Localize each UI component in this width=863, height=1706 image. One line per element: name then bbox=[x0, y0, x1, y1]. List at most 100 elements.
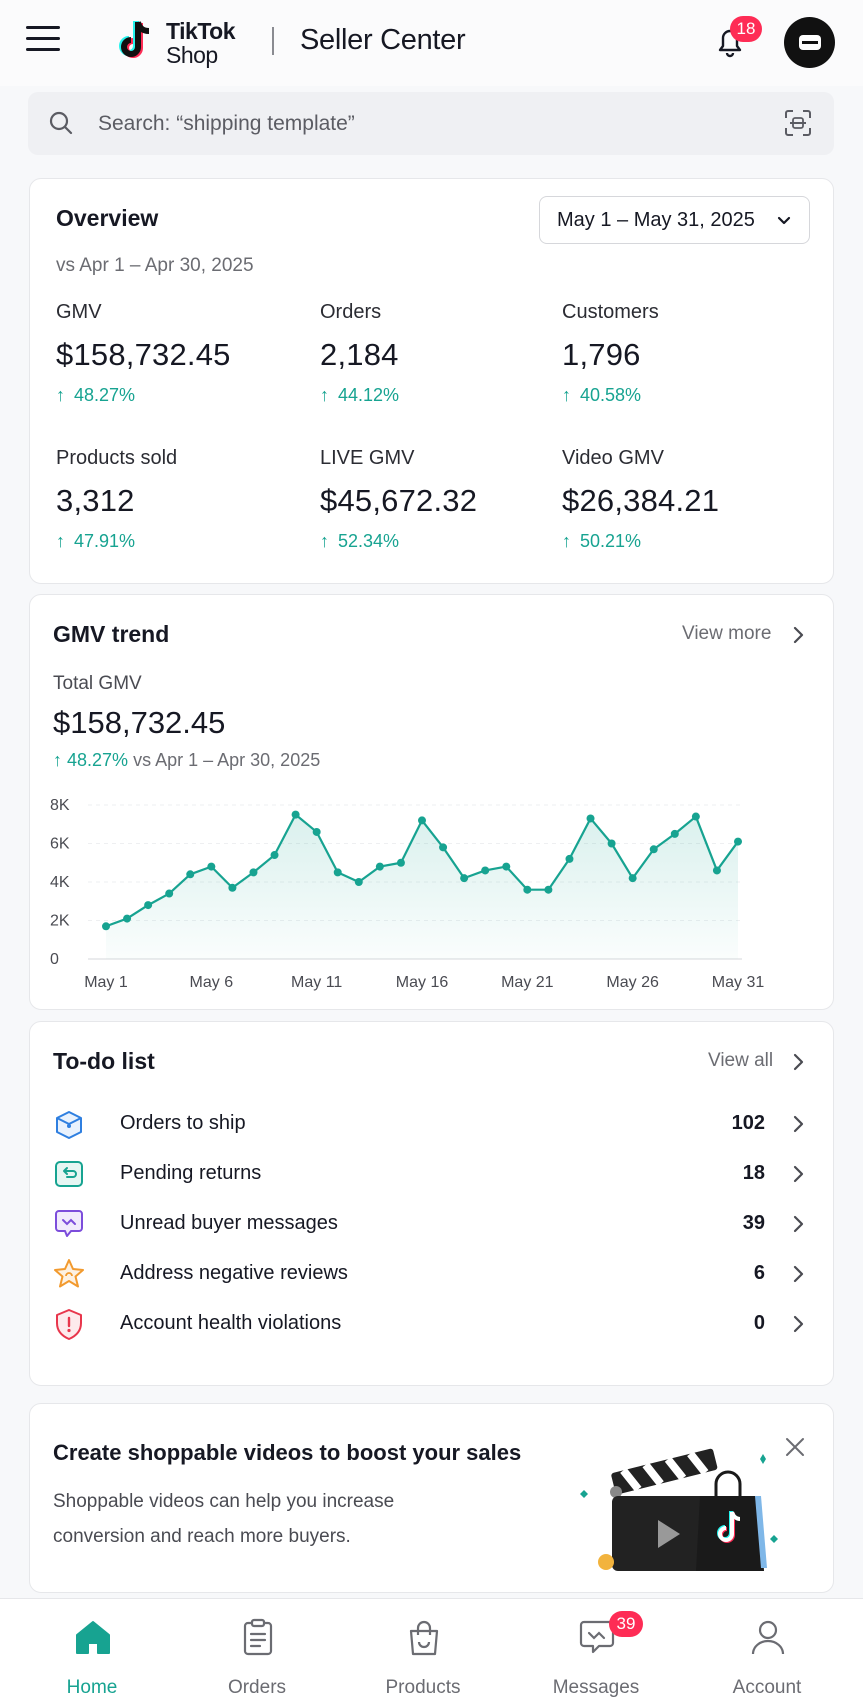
metric-products-sold[interactable]: Products sold 3,312 ↑ 47.91% bbox=[56, 447, 316, 567]
shield-icon bbox=[56, 1309, 82, 1340]
nav-item-orders[interactable]: Orders bbox=[192, 1599, 322, 1706]
search-placeholder: Search: “shipping template” bbox=[98, 112, 355, 135]
metric-change-value: 40.58% bbox=[580, 385, 642, 405]
header-divider bbox=[272, 27, 274, 55]
metric-live-gmv[interactable]: LIVE GMV $45,672.32 ↑ 52.34% bbox=[320, 447, 580, 567]
chart-point bbox=[207, 862, 216, 871]
view-more-link[interactable]: View more bbox=[682, 623, 772, 644]
y-tick-label: 0 bbox=[50, 951, 59, 968]
x-tick-label: May 31 bbox=[712, 974, 765, 991]
total-gmv-label: Total GMV bbox=[53, 673, 142, 694]
nav-item-messages[interactable]: 39 Messages bbox=[531, 1599, 661, 1706]
nav-item-account[interactable]: Account bbox=[702, 1599, 832, 1706]
metric-value: 2,184 bbox=[320, 337, 399, 372]
total-gmv-change-value: 48.27% bbox=[67, 750, 129, 770]
metric-change-value: 44.12% bbox=[338, 385, 400, 405]
metric-value: $26,384.21 bbox=[562, 483, 720, 518]
chart-point bbox=[249, 868, 258, 877]
metric-change: ↑ 48.27% bbox=[56, 385, 135, 406]
y-tick-label: 6K bbox=[50, 836, 70, 853]
todo-title: To-do list bbox=[53, 1048, 155, 1074]
y-tick-label: 2K bbox=[50, 913, 70, 930]
todo-count: 39 bbox=[742, 1212, 765, 1234]
tiktok-shop-logo[interactable]: TikTok Shop bbox=[116, 16, 251, 68]
x-tick-label: May 11 bbox=[291, 974, 342, 991]
nav-label: Account bbox=[732, 1677, 802, 1698]
metric-change: ↑ 40.58% bbox=[562, 385, 641, 406]
chart-point bbox=[565, 854, 574, 863]
chart-point bbox=[228, 883, 237, 892]
y-tick-label: 4K bbox=[50, 874, 70, 891]
promo-title: Create shoppable videos to boost your sa… bbox=[53, 1440, 522, 1465]
chart-point bbox=[144, 901, 153, 910]
message-icon bbox=[55, 1210, 83, 1237]
chevron-right-icon[interactable] bbox=[792, 625, 806, 645]
chart-point bbox=[333, 868, 342, 877]
todo-item-unread-buyer-messages[interactable]: Unread buyer messages 39 bbox=[30, 1199, 835, 1249]
close-icon[interactable] bbox=[782, 1434, 808, 1460]
chat-icon bbox=[579, 1620, 615, 1654]
search-icon bbox=[49, 111, 73, 135]
metric-value: 1,796 bbox=[562, 337, 641, 372]
chart-point bbox=[165, 889, 174, 898]
chart-point bbox=[502, 862, 511, 871]
todo-count: 18 bbox=[742, 1162, 765, 1184]
metric-gmv[interactable]: GMV $158,732.45 ↑ 48.27% bbox=[56, 301, 316, 421]
todo-item-address-negative-reviews[interactable]: Address negative reviews 6 bbox=[30, 1249, 835, 1299]
todo-label: Unread buyer messages bbox=[120, 1212, 338, 1234]
arrow-up-icon: ↑ bbox=[53, 750, 68, 770]
menu-icon[interactable] bbox=[26, 26, 60, 54]
x-tick-label: May 26 bbox=[606, 974, 659, 991]
logo-text-tiktok: TikTok bbox=[166, 18, 236, 44]
arrow-up-icon: ↑ bbox=[562, 385, 571, 405]
metric-change: ↑ 47.91% bbox=[56, 531, 135, 552]
todo-item-account-health-violations[interactable]: Account health violations 0 bbox=[30, 1299, 835, 1349]
chevron-down-icon bbox=[777, 216, 791, 225]
promo-banner[interactable]: Create shoppable videos to boost your sa… bbox=[29, 1403, 834, 1593]
chart-point bbox=[734, 837, 742, 846]
todo-item-orders-to-ship[interactable]: Orders to ship 102 bbox=[30, 1099, 835, 1149]
todo-count: 102 bbox=[731, 1112, 765, 1134]
todo-count: 0 bbox=[753, 1312, 765, 1334]
metric-video-gmv[interactable]: Video GMV $26,384.21 ↑ 50.21% bbox=[562, 447, 822, 567]
chevron-right-icon bbox=[793, 1165, 804, 1183]
scan-icon[interactable] bbox=[784, 109, 812, 137]
shop-avatar-icon bbox=[799, 35, 821, 50]
nav-item-products[interactable]: Products bbox=[358, 1599, 488, 1706]
chevron-right-icon[interactable] bbox=[792, 1052, 806, 1072]
promo-text: Shoppable videos can help you increase c… bbox=[53, 1491, 395, 1547]
arrow-up-icon: ↑ bbox=[56, 385, 65, 405]
chart-point bbox=[396, 858, 405, 867]
chart-point bbox=[186, 870, 195, 879]
metric-customers[interactable]: Customers 1,796 ↑ 40.58% bbox=[562, 301, 822, 421]
chevron-right-icon bbox=[793, 1115, 804, 1133]
chart-point bbox=[523, 885, 532, 894]
x-tick-label: May 6 bbox=[190, 974, 234, 991]
chart-point bbox=[544, 885, 553, 894]
metric-change: ↑ 50.21% bbox=[562, 531, 641, 552]
chevron-right-icon bbox=[793, 1265, 804, 1283]
total-gmv-compare: vs Apr 1 – Apr 30, 2025 bbox=[133, 750, 321, 770]
metric-value: 3,312 bbox=[56, 483, 135, 518]
metric-value: $158,732.45 bbox=[56, 337, 231, 372]
messages-badge: 39 bbox=[609, 1611, 643, 1637]
chart-point bbox=[586, 814, 595, 823]
todo-item-pending-returns[interactable]: Pending returns 18 bbox=[30, 1149, 835, 1199]
chart-point bbox=[460, 874, 469, 883]
x-tick-label: May 1 bbox=[84, 974, 128, 991]
nav-item-home[interactable]: Home bbox=[27, 1599, 157, 1706]
nav-label: Products bbox=[385, 1677, 461, 1698]
date-range-select[interactable]: May 1 – May 31, 2025 bbox=[539, 196, 810, 244]
todo-count: 6 bbox=[753, 1262, 765, 1284]
person-icon bbox=[751, 1620, 785, 1655]
avatar[interactable] bbox=[784, 17, 835, 68]
page-title: Seller Center bbox=[300, 24, 466, 56]
y-tick-label: 8K bbox=[50, 797, 70, 814]
search-input[interactable]: Search: “shipping template” bbox=[28, 92, 834, 155]
view-all-link[interactable]: View all bbox=[708, 1050, 774, 1071]
metric-orders[interactable]: Orders 2,184 ↑ 44.12% bbox=[320, 301, 580, 421]
todo-label: Orders to ship bbox=[120, 1112, 246, 1134]
bottom-navigation: Home Orders Products 39 Messages Account bbox=[0, 1598, 863, 1706]
gmv-trend-chart[interactable]: 0 2K 4K 6K 8K May 1 May 6 May 11 May 16 May 21 May… bbox=[30, 595, 835, 1011]
metric-change: ↑ 44.12% bbox=[320, 385, 399, 406]
